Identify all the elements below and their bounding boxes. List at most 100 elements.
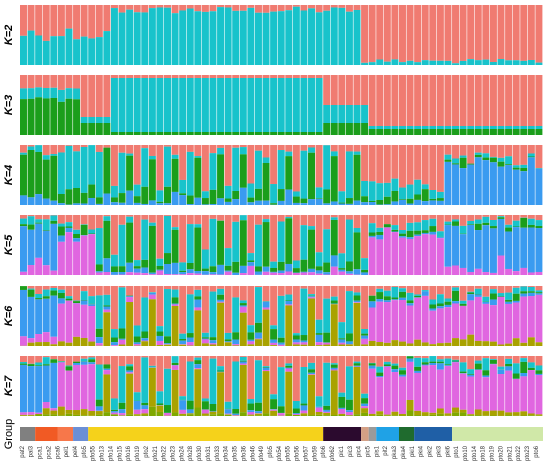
bar-segment <box>201 198 209 205</box>
bar-segment <box>201 271 209 275</box>
bar-segment <box>482 358 490 371</box>
bar-segment <box>436 359 444 362</box>
bar-segment <box>459 215 467 226</box>
bar-segment <box>429 189 437 199</box>
bar-segment <box>489 272 497 275</box>
bar-segment <box>217 147 225 155</box>
bar-segment <box>353 365 361 367</box>
bar-segment <box>527 296 535 338</box>
bar-segment <box>20 336 27 346</box>
bar-segment <box>110 409 118 412</box>
group-block <box>368 427 377 441</box>
bar-segment <box>489 299 497 306</box>
bar-segment <box>323 229 331 263</box>
bar-segment <box>398 62 406 65</box>
bar-segment <box>368 295 376 302</box>
bar-segment <box>209 274 217 275</box>
bar-segment <box>436 60 444 65</box>
bar-segment <box>224 5 232 8</box>
bar-segment <box>512 129 520 135</box>
bar-segment <box>467 59 475 65</box>
bar-segment <box>452 286 460 288</box>
sample-tick: pfo2 <box>144 445 150 457</box>
bar-segment <box>512 286 520 288</box>
bar-segment <box>315 252 323 267</box>
bar-segment <box>270 394 278 400</box>
bar-segment <box>383 361 391 365</box>
bar-segment <box>27 338 35 343</box>
bar-segment <box>292 408 300 414</box>
bar-segment <box>482 296 490 302</box>
sample-tick: pca6 <box>55 445 61 459</box>
bar-segment <box>171 289 179 298</box>
bar-segment <box>474 60 482 65</box>
bar-segment <box>489 364 497 411</box>
bar-segment <box>368 232 376 236</box>
bar-segment <box>527 367 535 371</box>
bar-segment <box>338 322 346 339</box>
bar-segment <box>353 363 361 366</box>
bar-segment <box>270 325 278 330</box>
bar-segment <box>80 356 88 359</box>
bar-segment <box>368 200 376 203</box>
bar-segment <box>308 362 316 370</box>
bar-segment <box>406 410 414 416</box>
bar-segment <box>414 294 422 296</box>
bar-segment <box>126 132 134 135</box>
panel-k2 <box>20 5 543 66</box>
bar-segment <box>300 340 308 343</box>
bar-segment <box>65 5 73 29</box>
bar-segment <box>224 78 232 132</box>
bar-segment <box>20 75 27 89</box>
bar-segment <box>141 219 149 260</box>
bar-segment <box>118 266 126 272</box>
bar-segment <box>376 377 384 412</box>
bar-segment <box>414 222 422 231</box>
bar-segment <box>505 363 513 367</box>
bar-segment <box>406 399 414 411</box>
bar-segment <box>57 89 65 102</box>
bar-segment <box>42 230 50 231</box>
bar-segment <box>308 145 316 148</box>
bar-segment <box>489 145 497 157</box>
bar-segment <box>217 413 225 416</box>
bar-segment <box>361 408 369 413</box>
bar-segment <box>57 215 65 224</box>
bar-segment <box>232 145 240 148</box>
bar-segment <box>452 5 460 64</box>
bar-segment <box>489 356 497 360</box>
bar-segment <box>270 75 278 78</box>
bar-segment <box>110 411 118 413</box>
bar-segment <box>512 220 520 227</box>
bar-segment <box>110 272 118 275</box>
bar-segment <box>520 291 528 294</box>
bar-segment <box>300 10 308 66</box>
bar-segment <box>95 5 103 38</box>
bar-segment <box>505 231 513 269</box>
bar-segment <box>270 271 278 273</box>
bar-segment <box>444 301 452 305</box>
bar-segment <box>27 215 35 217</box>
bar-segment <box>459 286 467 301</box>
bar-segment <box>414 194 422 200</box>
bar-segment <box>239 220 247 266</box>
bar-segment <box>429 5 437 61</box>
bar-segment <box>50 97 58 135</box>
bar-segment <box>118 338 126 340</box>
bar-segment <box>505 358 513 364</box>
bar-segment <box>292 335 300 340</box>
bar-segment <box>323 344 331 346</box>
bar-segment <box>27 145 35 147</box>
group-block <box>376 427 399 441</box>
bar-segment <box>179 333 187 339</box>
bar-segment <box>414 236 422 275</box>
bar-segment <box>398 215 406 231</box>
bar-segment <box>239 286 247 301</box>
bar-segment <box>186 204 194 205</box>
bar-segment <box>50 295 58 337</box>
bar-segment <box>505 145 513 157</box>
bar-segment <box>110 8 118 66</box>
bar-segment <box>27 224 35 230</box>
bar-segment <box>527 157 535 205</box>
bar-segment <box>27 75 35 89</box>
